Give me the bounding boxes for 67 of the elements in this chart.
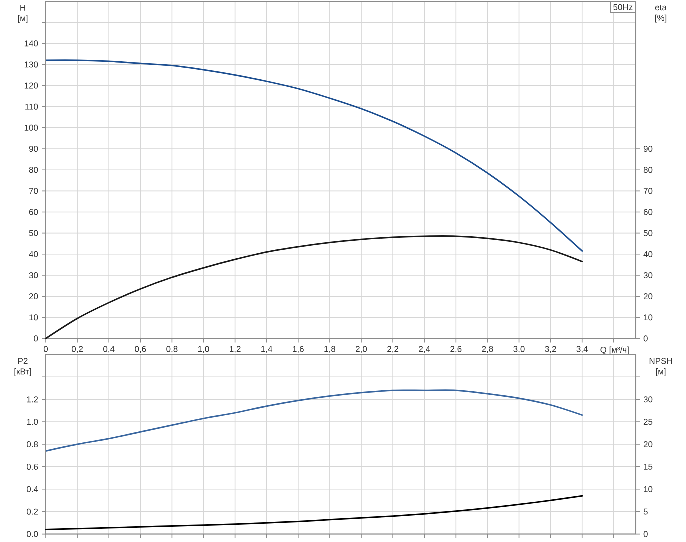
y2-tick-label: 0	[644, 336, 648, 342]
x-tick-label: 2,8	[482, 346, 494, 354]
y-tick-label: 1.2	[27, 396, 38, 403]
y2-tick-label: 40	[644, 251, 653, 258]
line-series	[45, 495, 584, 531]
y-tick-label: 120	[24, 82, 38, 89]
y-tick-label: 50	[29, 230, 38, 236]
x-tick-label: 1,0	[198, 346, 210, 354]
y2-tick-label: 0	[644, 531, 648, 538]
y-tick-label: 0.2	[26, 508, 38, 515]
x-tick-label: 0	[44, 346, 48, 352]
x-tick-label: 1,4	[262, 346, 273, 354]
y2-axis-title: eta [%]	[655, 5, 667, 23]
y2-tick-label: 50	[644, 230, 653, 236]
y-tick-label: 30	[29, 272, 38, 278]
y-tick-label: 60	[29, 209, 38, 216]
y2-tick-label: 80	[644, 167, 653, 174]
y2-tick-label: 5	[644, 508, 648, 515]
y2-tick-label: 70	[644, 188, 653, 194]
x-axis-title: Q [м³/ч]	[600, 346, 629, 355]
y2-tick-label: 90	[644, 146, 653, 152]
annotation: 50Hz	[614, 4, 633, 10]
y2-tick-label: 25	[644, 419, 653, 426]
x-tick-label: 3,0	[514, 346, 525, 354]
y-tick-label: 20	[29, 294, 38, 300]
x-tick-label: 2,2	[388, 346, 399, 354]
y-tick-label: 100	[24, 124, 38, 131]
y-tick-label: 80	[29, 167, 38, 174]
x-tick-label: 0,8	[166, 346, 178, 354]
y-tick-label: 140	[24, 40, 38, 47]
y2-axis-title: NPSH [м]	[650, 358, 672, 376]
x-tick-label: 2,4	[419, 346, 430, 354]
line-series	[45, 390, 584, 452]
x-tick-label: 3,2	[545, 346, 556, 354]
x-tick-label: 2,0	[356, 346, 368, 354]
y-tick-label: 1.0	[27, 419, 38, 426]
y-tick-label: 0	[34, 336, 38, 342]
x-tick-label: 1,8	[324, 346, 336, 354]
x-tick-label: 1,6	[293, 346, 304, 354]
y2-tick-label: 30	[644, 272, 653, 278]
x-tick-label: 2,6	[450, 346, 462, 354]
y-axis-title: H [м]	[18, 5, 28, 24]
y-tick-label: 40	[29, 251, 38, 258]
y-tick-label: 0.8	[26, 441, 38, 448]
x-tick-label: 1,2	[230, 346, 241, 354]
x-tick-label: 3,4	[576, 346, 588, 354]
y-tick-label: 90	[29, 146, 38, 152]
y2-tick-label: 15	[644, 464, 653, 470]
y2-tick-label: 20	[644, 294, 653, 300]
y-tick-label: 130	[24, 62, 38, 68]
line-series	[45, 236, 584, 340]
y-tick-label: 0.6	[26, 464, 38, 470]
x-tick-label: 0,4	[104, 346, 115, 354]
line-series	[45, 60, 584, 252]
x-tick-label: 0,2	[72, 346, 84, 354]
y-tick-label: 70	[29, 188, 38, 194]
y-tick-label: 10	[30, 314, 38, 321]
y-axis-title: P2 [кВт]	[14, 358, 32, 376]
y2-tick-label: 10	[644, 314, 653, 321]
y-tick-label: 0.4	[26, 486, 38, 492]
y2-tick-label: 60	[644, 209, 653, 216]
y-tick-label: 110	[26, 104, 38, 110]
y2-tick-label: 20	[644, 441, 653, 448]
y-tick-label: 0.0	[26, 531, 38, 538]
x-tick-label: 0,6	[135, 346, 146, 354]
y2-tick-label: 30	[644, 396, 653, 403]
y2-tick-label: 10	[644, 486, 653, 492]
